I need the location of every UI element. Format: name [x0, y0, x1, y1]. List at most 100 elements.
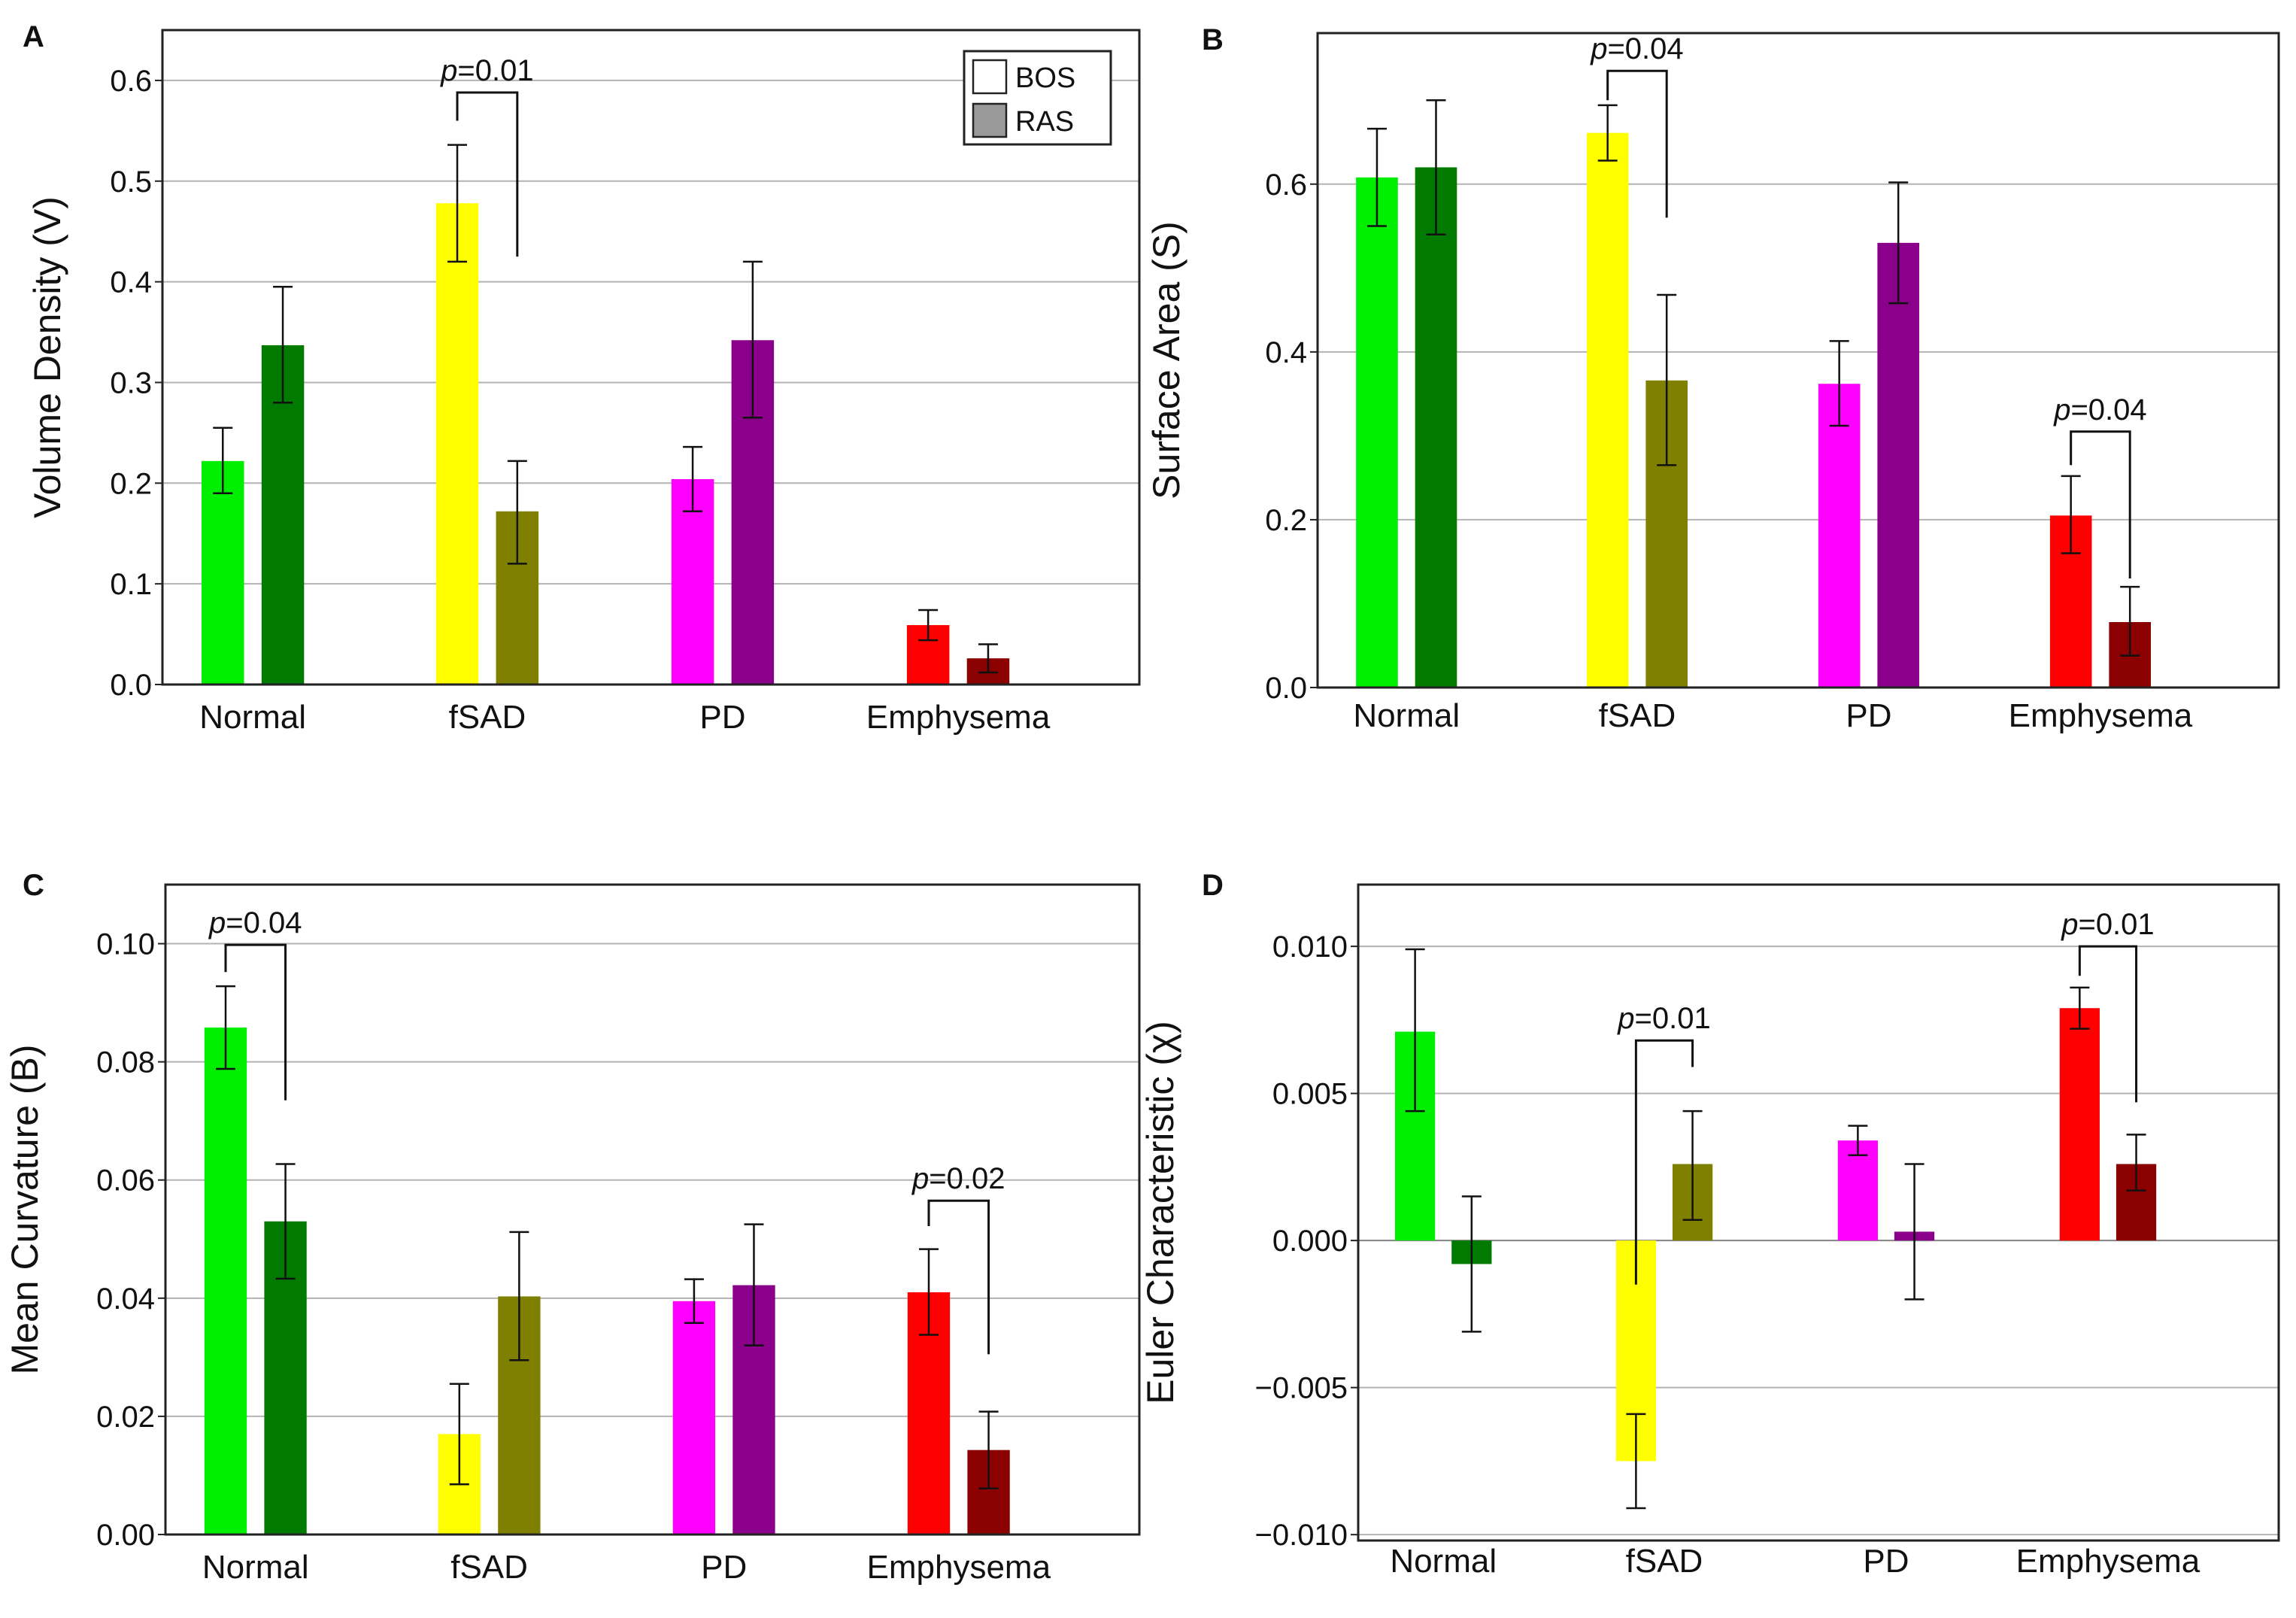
significance-bracket	[1634, 1039, 1694, 1285]
category-label: fSAD	[1626, 1543, 1703, 1580]
chart-panel-C: 0.00 0.02 0.04 0.06 0.08 0.10 Normal fSAD PD Emph…	[4, 869, 1141, 1586]
y-axis-title: Surface Area (S)	[1145, 221, 1187, 499]
y-tick-label: 0.02	[96, 1401, 155, 1434]
y-axis-title: Euler Characteristic (χ)	[1139, 1021, 1181, 1404]
p-symbol: p	[440, 54, 457, 87]
significance-bracket	[224, 943, 287, 1100]
legend-swatch-bos	[972, 59, 1008, 95]
y-axis-title: Mean Curvature (B)	[4, 1044, 46, 1374]
bar-pd-bos	[671, 478, 714, 685]
category-label: Normal	[1353, 697, 1460, 734]
plot-frame	[1316, 32, 2280, 689]
p-value: =0.01	[457, 54, 533, 87]
bar-pd-bos	[672, 1301, 716, 1535]
significance-bracket	[456, 91, 519, 257]
bar-pd-bos	[1818, 384, 1861, 688]
p-value: =0.04	[226, 906, 302, 940]
significance-bracket	[2070, 430, 2131, 578]
legend-swatch-ras	[972, 102, 1008, 138]
y-tick-label: 0.2	[1265, 504, 1307, 537]
y-tick-label: 0.04	[96, 1283, 155, 1316]
significance-bracket	[1606, 69, 1668, 218]
y-tick-label: 0.00	[96, 1519, 155, 1552]
category-label: PD	[1863, 1543, 1909, 1580]
chart-panel-B: 0.0 0.2 0.4 0.6 Normal fSAD PD Emphysema Surface…	[1145, 23, 2280, 734]
p-symbol: p	[208, 906, 226, 940]
p-value: =0.01	[2078, 908, 2154, 941]
y-tick-label: 0.0	[1265, 672, 1307, 705]
plot-frame	[161, 29, 1141, 686]
y-tick-label: 0.4	[110, 266, 152, 299]
category-label: Normal	[1390, 1543, 1497, 1580]
legend: BOS RAS	[963, 50, 1112, 146]
category-label: fSAD	[1599, 697, 1676, 734]
y-tick-label: 0.5	[110, 165, 152, 199]
y-axis-title: Volume Density (V)	[26, 196, 68, 518]
p-symbol: p	[2053, 393, 2070, 427]
y-tick-label: 0.10	[96, 928, 155, 961]
p-value-annotation: p=0.02	[911, 1162, 1005, 1195]
p-value-annotation: p=0.01	[1617, 1002, 1710, 1035]
p-symbol: p	[1590, 32, 1607, 65]
bar-fsad-bos	[435, 203, 479, 685]
y-tick-label: 0.2	[110, 467, 152, 500]
bar-normal-bos	[201, 460, 244, 685]
y-tick-label: 0.08	[96, 1046, 155, 1079]
y-tick-label: 0.06	[96, 1164, 155, 1198]
bar-normal-ras	[1415, 167, 1457, 688]
plot-frame	[1357, 883, 2280, 1542]
y-tick-label: 0.6	[110, 65, 152, 98]
y-tick-label: 0.000	[1272, 1225, 1348, 1258]
bar-emphysema-bos	[2059, 1008, 2100, 1241]
legend-label-bos: BOS	[1015, 62, 1075, 94]
significance-bracket	[927, 1199, 990, 1355]
p-value-annotation: p=0.04	[2053, 393, 2146, 427]
y-tick-label: 0.1	[110, 568, 152, 601]
category-label: Emphysema	[866, 699, 1051, 736]
p-value: =0.02	[929, 1162, 1005, 1195]
y-tick-label: 0.0	[110, 669, 152, 702]
p-symbol: p	[911, 1162, 929, 1195]
chart-panel-A: 0.0 0.1 0.2 0.3 0.4 0.5 0.6 Normal fSAD PD Emphyse…	[23, 20, 1141, 736]
bar-pd-ras	[1877, 242, 1919, 688]
panel-letter: C	[23, 869, 44, 902]
category-label: Emphysema	[2016, 1543, 2200, 1580]
y-tick-label: 0.005	[1272, 1078, 1348, 1111]
y-tick-label: −0.010	[1255, 1519, 1348, 1552]
bar-normal-bos	[1356, 177, 1398, 688]
y-tick-label: 0.4	[1265, 336, 1307, 369]
y-tick-label: −0.005	[1255, 1372, 1348, 1405]
legend-label-ras: RAS	[1015, 106, 1074, 138]
category-label: Emphysema	[2009, 697, 2193, 734]
category-label: Normal	[202, 1549, 309, 1586]
category-label: Emphysema	[867, 1549, 1051, 1586]
category-label: PD	[1846, 697, 1891, 734]
category-label: Normal	[199, 699, 306, 736]
bar-normal-bos	[204, 1028, 247, 1535]
significance-bracket	[2078, 945, 2138, 1103]
p-value-annotation: p=0.01	[2061, 908, 2154, 941]
p-value: =0.04	[1607, 32, 1683, 65]
p-symbol: p	[1617, 1002, 1634, 1035]
y-tick-label: 0.3	[110, 366, 152, 399]
bar-fsad-bos	[1586, 132, 1629, 688]
plot-frame	[164, 883, 1141, 1536]
p-value-annotation: p=0.01	[440, 54, 533, 87]
bar-pd-bos	[1837, 1140, 1878, 1241]
p-value-annotation: p=0.04	[1590, 32, 1683, 65]
p-symbol: p	[2061, 908, 2078, 941]
p-value: =0.04	[2070, 393, 2146, 427]
y-tick-label: 0.6	[1265, 168, 1307, 202]
category-label: PD	[701, 1549, 747, 1586]
panel-letter: D	[1202, 869, 1224, 902]
panel-letter: A	[23, 20, 44, 53]
p-value-annotation: p=0.04	[208, 906, 302, 940]
y-tick-label: 0.010	[1272, 930, 1348, 964]
category-label: fSAD	[450, 1549, 528, 1586]
category-label: fSAD	[449, 699, 526, 736]
panel-letter: B	[1202, 23, 1224, 56]
category-label: PD	[699, 699, 745, 736]
chart-panel-D: −0.010 −0.005 0.000 0.005 0.010 Normal fSAD PD E…	[1139, 869, 2280, 1580]
